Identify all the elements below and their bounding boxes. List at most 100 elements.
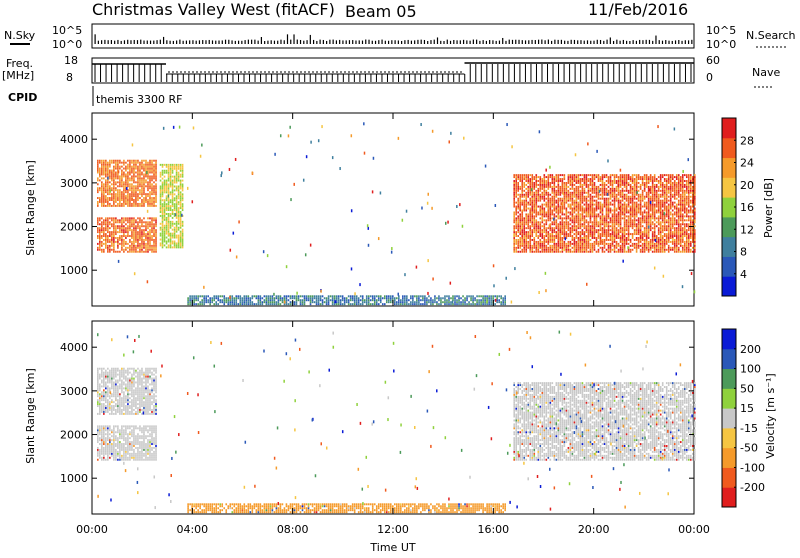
data-cell — [634, 184, 636, 186]
data-cell — [674, 196, 676, 198]
data-cell — [628, 210, 630, 212]
data-cell — [638, 211, 640, 213]
data-cell — [97, 231, 99, 233]
data-cell — [554, 213, 556, 215]
data-cell — [636, 247, 638, 249]
data-cell — [556, 180, 558, 182]
data-cell — [105, 187, 107, 189]
data-cell — [149, 231, 151, 233]
data-cell — [143, 193, 145, 195]
data-cell — [199, 295, 201, 297]
data-cell — [566, 208, 568, 210]
data-cell — [123, 195, 125, 197]
data-cell — [676, 194, 678, 196]
data-cell — [636, 210, 638, 212]
data-cell — [580, 174, 582, 176]
data-cell — [580, 204, 582, 206]
data-cell — [209, 301, 211, 303]
data-cell — [576, 176, 578, 178]
data-cell — [127, 193, 129, 195]
data-cell — [139, 217, 141, 219]
data-cell — [260, 303, 262, 305]
data-cell — [111, 235, 113, 237]
data-cell — [548, 180, 550, 182]
freq-bar — [326, 74, 327, 82]
data-cell — [219, 299, 221, 301]
data-cell — [630, 213, 632, 215]
nsky-bar — [395, 40, 396, 44]
data-cell — [537, 198, 539, 200]
cpid-value: themis 3300 RF — [96, 93, 183, 106]
data-cell — [527, 178, 529, 180]
data-cell — [592, 245, 594, 247]
data-cell — [99, 249, 101, 251]
data-cell — [552, 239, 554, 241]
data-cell — [162, 184, 164, 186]
data-cell — [640, 217, 642, 219]
data-cell — [564, 223, 566, 225]
data-cell — [139, 168, 141, 170]
data-cell — [147, 245, 149, 247]
data-cell — [630, 239, 632, 241]
data-cell — [596, 190, 598, 192]
data-cell — [548, 176, 550, 178]
data-cell — [562, 211, 564, 213]
data-cell — [539, 241, 541, 243]
data-cell — [610, 196, 612, 198]
data-cell — [552, 235, 554, 237]
data-cell — [616, 190, 618, 192]
data-cell — [109, 223, 111, 225]
data-cell — [556, 210, 558, 212]
data-cell — [513, 231, 515, 233]
data-cell — [652, 188, 654, 190]
data-cell — [650, 247, 652, 249]
data-cell — [594, 174, 596, 176]
data-cell — [612, 190, 614, 192]
data-cell — [129, 251, 131, 253]
data-cell — [670, 219, 672, 221]
data-cell — [592, 237, 594, 239]
data-cell — [147, 205, 149, 207]
data-cell — [690, 227, 692, 229]
data-cell — [694, 200, 696, 202]
data-cell — [678, 243, 680, 245]
data-cell — [610, 235, 612, 237]
data-cell — [278, 299, 280, 301]
data-cell — [566, 190, 568, 192]
data-cell — [660, 231, 662, 233]
data-cell — [608, 204, 610, 206]
data-cell — [513, 227, 515, 229]
data-cell — [664, 174, 666, 176]
data-cell — [121, 243, 123, 245]
data-cell — [614, 206, 616, 208]
data-cell — [145, 175, 147, 177]
data-cell — [692, 229, 694, 231]
data-cell — [153, 229, 155, 231]
data-cell — [546, 231, 548, 233]
data-cell — [111, 175, 113, 177]
data-cell — [616, 210, 618, 212]
data-cell — [153, 225, 155, 227]
data-cell — [199, 301, 201, 303]
data-cell — [546, 247, 548, 249]
nsky-bar — [496, 41, 497, 44]
data-cell — [690, 221, 692, 223]
data-cell — [604, 227, 606, 229]
data-cell — [646, 249, 648, 251]
data-cell — [572, 178, 574, 180]
data-cell — [586, 178, 588, 180]
data-cell — [666, 192, 668, 194]
data-cell — [620, 227, 622, 229]
data-cell — [97, 249, 99, 251]
data-cell — [168, 229, 170, 231]
data-cell — [566, 186, 568, 188]
data-cell — [694, 225, 696, 227]
data-cell — [151, 166, 153, 168]
data-cell — [123, 175, 125, 177]
data-cell — [590, 243, 592, 245]
data-cell — [692, 206, 694, 208]
data-cell — [176, 246, 178, 248]
data-cell — [676, 233, 678, 235]
data-cell — [686, 243, 688, 245]
data-cell — [576, 213, 578, 215]
